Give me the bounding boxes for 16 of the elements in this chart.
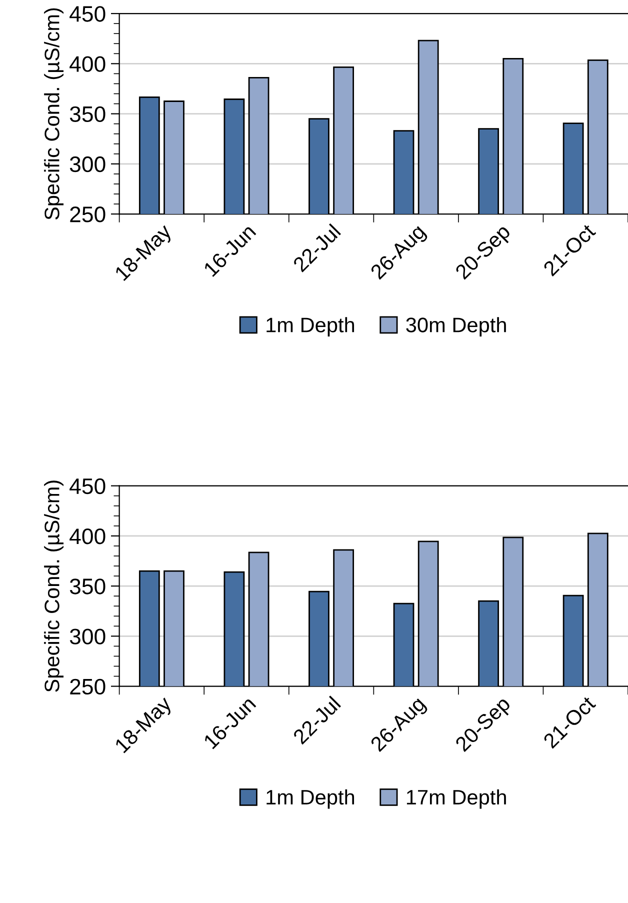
- y-tick-label: 450: [70, 478, 106, 494]
- y-tick-label: 300: [70, 156, 106, 172]
- legend-label: 1m Depth: [266, 317, 354, 336]
- y-tick-label: 450: [70, 6, 106, 22]
- y-tick-label: 250: [70, 206, 106, 222]
- y-axis-title: Specific Cond. (µS/cm): [44, 8, 64, 220]
- y-axis-title: Specific Cond. (µS/cm): [44, 480, 64, 692]
- y-tick-label: 300: [70, 628, 106, 644]
- y-tick-label: 350: [70, 106, 106, 122]
- legend-label: 17m Depth: [406, 789, 506, 809]
- y-tick-label: 250: [70, 678, 106, 695]
- legend-label: 1m Depth: [266, 789, 354, 809]
- y-tick-label: 400: [70, 56, 106, 72]
- legend-label: 30m Depth: [406, 317, 506, 336]
- y-tick-label: 350: [70, 578, 106, 594]
- y-tick-label: 400: [70, 528, 106, 544]
